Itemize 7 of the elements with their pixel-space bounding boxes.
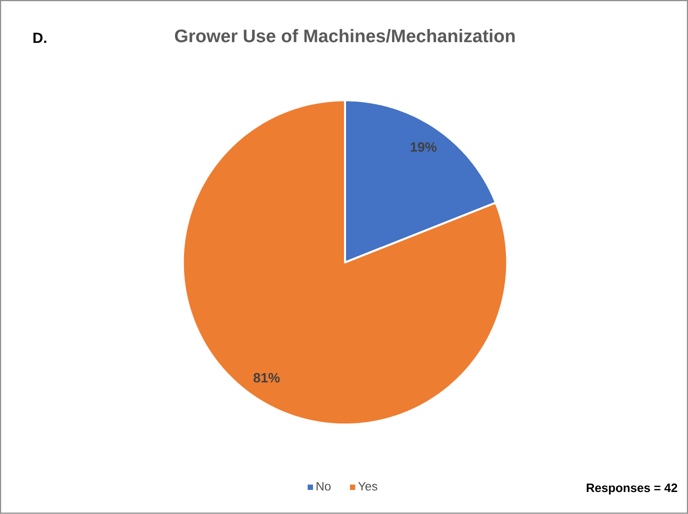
legend-label: Yes — [358, 482, 378, 491]
text: D. — [33, 32, 46, 43]
data-label: 19% — [410, 142, 436, 152]
text: Responses = 42 — [586, 484, 678, 495]
data-label: 81% — [254, 373, 280, 383]
chart-title: Grower Use of Machines/Mechanization — [174, 29, 515, 43]
legend-label: No — [316, 482, 331, 491]
